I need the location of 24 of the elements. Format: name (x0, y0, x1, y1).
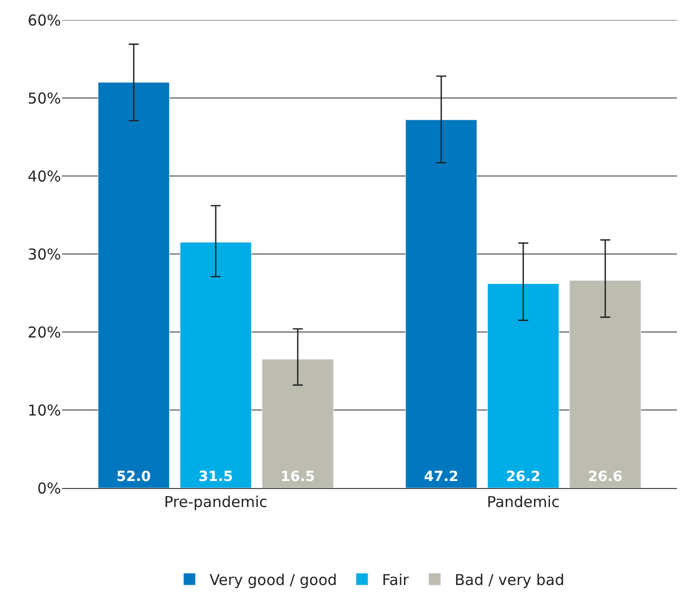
y-tick-label: 10% (28, 401, 61, 420)
data-label: 16.5 (280, 469, 316, 485)
y-tick-label: 60% (28, 11, 61, 30)
data-label: 31.5 (198, 469, 234, 485)
y-tick-label: 20% (28, 323, 61, 342)
bar (487, 283, 560, 488)
bar (98, 82, 170, 488)
y-tick-label: 40% (28, 167, 61, 186)
data-label: 47.2 (424, 469, 459, 485)
data-label: 26.2 (506, 469, 541, 485)
y-tick-label: 30% (28, 245, 61, 264)
legend-label: Fair (382, 570, 410, 589)
legend-label: Very good / good (210, 570, 338, 589)
legend-label: Bad / very bad (454, 570, 564, 589)
data-label: 52.0 (116, 469, 152, 485)
y-tick-label: 50% (28, 89, 61, 108)
bar (569, 280, 642, 488)
x-tick-label: Pre-pandemic (164, 493, 268, 511)
bar (262, 359, 334, 488)
y-tick-label: 0% (37, 479, 61, 498)
bar (405, 120, 478, 488)
data-label: 26.6 (588, 469, 623, 485)
bar (180, 242, 252, 488)
x-tick-label: Pandemic (486, 493, 560, 511)
